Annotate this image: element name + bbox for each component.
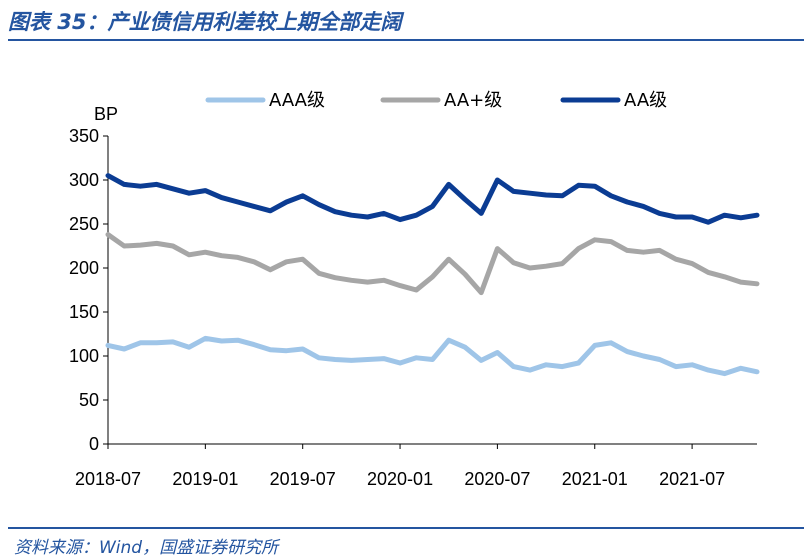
series-line-AA+级 (105, 232, 760, 296)
x-axis: 2018-07 2019-01 2019-07 2020-01 2020-07 2021-… (75, 443, 757, 489)
x-tick-label: 2019-01 (172, 469, 238, 489)
figure-title: 图表 35：产业债信用利差较上期全部走阔 (8, 10, 402, 34)
x-tick-label: 2020-07 (464, 469, 530, 489)
x-tick-label: 2019-07 (270, 469, 336, 489)
source-rule (8, 527, 804, 529)
legend-label: AAA级 (269, 90, 325, 111)
y-tick-label: 200 (69, 258, 99, 278)
series-lines (105, 173, 760, 377)
y-tick-label: 100 (69, 346, 99, 366)
y-tick-label: 50 (79, 390, 99, 410)
y-tick-label: 0 (89, 434, 99, 454)
x-tick-label: 2020-01 (367, 469, 433, 489)
line-chart: AAA级 AA+级 AA级 BP 0 50 100 150 200 250 300 350 201… (69, 90, 760, 489)
source-note: 资料来源：Wind，国盛证券研究所 (14, 538, 279, 558)
legend-label: AA+级 (444, 90, 502, 111)
legend-label: AA级 (624, 90, 667, 111)
y-axis-label: BP (94, 104, 118, 124)
x-tick-label: 2021-07 (659, 469, 725, 489)
x-tick-label: 2021-01 (562, 469, 628, 489)
y-tick-label: 300 (69, 170, 99, 190)
legend: AAA级 AA+级 AA级 (205, 90, 667, 111)
x-tick-label: 2018-07 (75, 469, 141, 489)
series-line-AA级 (105, 173, 760, 225)
series-line-AAA级 (105, 335, 760, 377)
y-axis: 0 50 100 150 200 250 300 350 (69, 126, 109, 454)
y-tick-label: 250 (69, 214, 99, 234)
y-tick-label: 350 (69, 126, 99, 146)
title-rule (8, 39, 804, 41)
y-tick-label: 150 (69, 302, 99, 322)
